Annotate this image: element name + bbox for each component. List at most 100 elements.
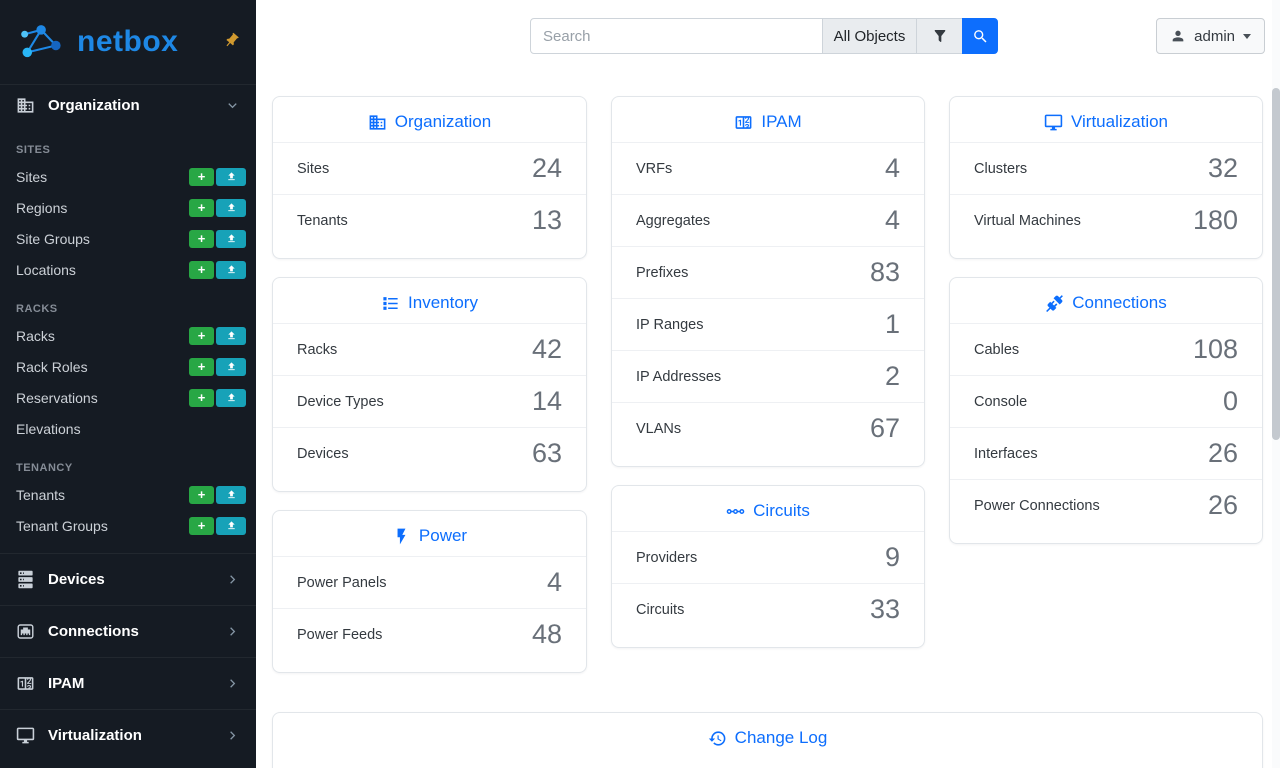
stat-label[interactable]: Clusters bbox=[974, 160, 1028, 177]
stat-value: 1 bbox=[884, 309, 900, 339]
card-title[interactable]: Connections bbox=[1072, 293, 1167, 312]
import-button[interactable] bbox=[216, 260, 246, 279]
stat-label[interactable]: Interfaces bbox=[974, 445, 1038, 462]
add-button[interactable]: + bbox=[189, 388, 214, 407]
sidebar-section-organization[interactable]: Organization bbox=[0, 84, 256, 126]
sidebar-link[interactable]: Locations bbox=[16, 261, 76, 278]
stat-label[interactable]: Prefixes bbox=[636, 264, 689, 281]
import-button[interactable] bbox=[216, 198, 246, 217]
pin-sidebar-button[interactable] bbox=[223, 32, 240, 52]
stat-row: IP Ranges 1 bbox=[612, 298, 924, 350]
stat-label[interactable]: Devices bbox=[297, 445, 349, 462]
stat-label[interactable]: Power Panels bbox=[297, 574, 387, 591]
upload-icon bbox=[227, 521, 235, 530]
item-actions: + bbox=[189, 516, 246, 535]
sidebar-link[interactable]: Regions bbox=[16, 199, 68, 216]
add-button[interactable]: + bbox=[189, 357, 214, 376]
stat-label[interactable]: Tenants bbox=[297, 212, 348, 229]
sidebar-item-elevations: Elevations bbox=[0, 413, 256, 444]
sidebar-item-locations: Locations + bbox=[0, 254, 256, 285]
stat-label[interactable]: Console bbox=[974, 393, 1028, 410]
sidebar-section-label: Connections bbox=[48, 623, 139, 640]
sidebar-link[interactable]: Racks bbox=[16, 327, 55, 344]
filter-button[interactable] bbox=[916, 18, 963, 54]
stat-label[interactable]: Providers bbox=[636, 549, 698, 566]
sidebar: netbox Organization SITES Sites + Region… bbox=[0, 0, 256, 768]
card-title[interactable]: Organization bbox=[394, 112, 492, 131]
add-button[interactable]: + bbox=[189, 326, 214, 345]
user-menu-button[interactable]: admin bbox=[1156, 18, 1265, 54]
card-title[interactable]: Inventory bbox=[408, 293, 478, 312]
sidebar-section-virtualization[interactable]: Virtualization bbox=[0, 709, 256, 761]
sidebar-link[interactable]: Reservations bbox=[16, 389, 98, 406]
netbox-logo-text[interactable]: netbox bbox=[77, 25, 179, 58]
sidebar-section-devices[interactable]: Devices bbox=[0, 553, 256, 605]
stat-label[interactable]: VRFs bbox=[636, 160, 673, 177]
stat-label[interactable]: Virtual Machines bbox=[974, 212, 1081, 229]
stat-label[interactable]: Cables bbox=[974, 341, 1020, 358]
sidebar-link[interactable]: Site Groups bbox=[16, 230, 90, 247]
search-submit-button[interactable] bbox=[962, 18, 998, 54]
import-button[interactable] bbox=[216, 485, 246, 504]
stat-value: 13 bbox=[531, 205, 562, 235]
stat-value: 4 bbox=[884, 205, 900, 235]
card-title[interactable]: Change Log bbox=[734, 728, 828, 747]
add-button[interactable]: + bbox=[189, 167, 214, 186]
card-title[interactable]: Circuits bbox=[753, 501, 810, 520]
search-scope-button[interactable]: All Objects bbox=[822, 18, 917, 54]
stat-label[interactable]: Circuits bbox=[636, 601, 685, 618]
sidebar-item-reservations: Reservations + bbox=[0, 382, 256, 413]
stat-label[interactable]: Aggregates bbox=[636, 212, 711, 229]
import-button[interactable] bbox=[216, 388, 246, 407]
stat-label[interactable]: Device Types bbox=[297, 393, 384, 410]
stat-row: Virtual Machines 180 bbox=[950, 194, 1262, 246]
add-button[interactable]: + bbox=[189, 516, 214, 535]
stat-row: Devices 63 bbox=[273, 427, 586, 479]
import-button[interactable] bbox=[216, 326, 246, 345]
search-input[interactable] bbox=[530, 18, 823, 54]
add-button[interactable]: + bbox=[189, 229, 214, 248]
stat-label[interactable]: Power Feeds bbox=[297, 626, 383, 643]
sidebar-link[interactable]: Tenants bbox=[16, 486, 66, 503]
netbox-logo-icon[interactable] bbox=[16, 22, 68, 62]
import-button[interactable] bbox=[216, 229, 246, 248]
stat-label[interactable]: VLANs bbox=[636, 420, 682, 437]
stat-label[interactable]: Racks bbox=[297, 341, 338, 358]
main-content: All Objects admin Organization Sites 2 4 bbox=[256, 0, 1280, 768]
card-title[interactable]: IPAM bbox=[761, 112, 802, 131]
import-button[interactable] bbox=[216, 167, 246, 186]
stat-label[interactable]: IP Ranges bbox=[636, 316, 704, 333]
changelog-icon bbox=[708, 729, 727, 748]
import-button[interactable] bbox=[216, 516, 246, 535]
item-actions: + bbox=[189, 260, 246, 279]
add-button[interactable]: + bbox=[189, 485, 214, 504]
stat-row: Circuits 33 bbox=[612, 583, 924, 635]
card-title[interactable]: Power bbox=[418, 526, 468, 545]
sidebar-item-regions: Regions + bbox=[0, 192, 256, 223]
card-title[interactable]: Virtualization bbox=[1070, 112, 1169, 131]
add-button[interactable]: + bbox=[189, 198, 214, 217]
page-scrollbar[interactable] bbox=[1272, 0, 1280, 768]
sidebar-link[interactable]: Elevations bbox=[16, 420, 81, 437]
sidebar-section-ipam[interactable]: IPAM bbox=[0, 657, 256, 709]
stat-label[interactable]: IP Addresses bbox=[636, 368, 722, 385]
stat-value: 4 bbox=[546, 567, 562, 597]
sidebar-item-site-groups: Site Groups + bbox=[0, 223, 256, 254]
card-header: Inventory bbox=[273, 278, 586, 323]
user-name: admin bbox=[1194, 27, 1235, 45]
cards-column-3: Virtualization Clusters 32 Virtual Machi… bbox=[949, 96, 1263, 544]
sidebar-section-connections[interactable]: Connections bbox=[0, 605, 256, 657]
stat-label[interactable]: Power Connections bbox=[974, 497, 1100, 514]
stat-value: 2 bbox=[884, 361, 900, 391]
stat-row: Power Panels 4 bbox=[273, 556, 586, 608]
import-button[interactable] bbox=[216, 357, 246, 376]
sidebar-link[interactable]: Sites bbox=[16, 168, 48, 185]
card-header: IPAM bbox=[612, 97, 924, 142]
sidebar-link[interactable]: Rack Roles bbox=[16, 358, 88, 375]
scrollbar-thumb[interactable] bbox=[1272, 88, 1280, 440]
add-button[interactable]: + bbox=[189, 260, 214, 279]
sidebar-link[interactable]: Tenant Groups bbox=[16, 517, 108, 534]
chevron-right-icon bbox=[225, 728, 240, 743]
cards-column-2: IPAM VRFs 4 Aggregates 4 Prefixes 83 IP … bbox=[611, 96, 925, 648]
stat-label[interactable]: Sites bbox=[297, 160, 330, 177]
